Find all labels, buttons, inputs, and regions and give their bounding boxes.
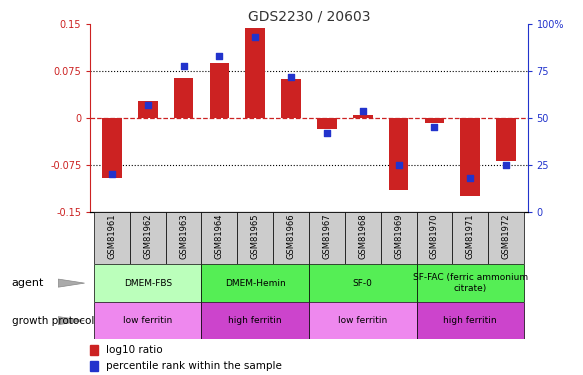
Bar (90, 345, 98, 355)
Text: GSM81967: GSM81967 (322, 213, 331, 259)
Text: low ferritin: low ferritin (338, 316, 387, 325)
Bar (281, 80, 301, 118)
FancyBboxPatch shape (416, 302, 524, 339)
Bar (90, 361, 98, 371)
Point (501, 162, 511, 168)
Text: log10 ratio: log10 ratio (106, 345, 162, 355)
FancyBboxPatch shape (94, 302, 202, 339)
FancyBboxPatch shape (202, 302, 309, 339)
Point (179, 63, 188, 69)
Text: percentile rank within the sample: percentile rank within the sample (106, 361, 282, 371)
Bar (174, 78, 194, 118)
Text: GSM81961: GSM81961 (107, 213, 117, 259)
FancyBboxPatch shape (166, 212, 202, 264)
Bar (138, 100, 157, 118)
Text: high ferritin: high ferritin (229, 316, 282, 325)
Bar (317, 118, 337, 129)
Point (394, 162, 403, 168)
Point (286, 74, 296, 80)
Point (358, 108, 367, 114)
FancyBboxPatch shape (381, 212, 416, 264)
Text: GSM81965: GSM81965 (251, 213, 260, 259)
FancyBboxPatch shape (130, 212, 166, 264)
Text: SF-0: SF-0 (353, 279, 373, 288)
FancyBboxPatch shape (94, 212, 130, 264)
Text: DMEM-FBS: DMEM-FBS (124, 279, 172, 288)
Text: GSM81968: GSM81968 (358, 213, 367, 259)
Bar (389, 118, 409, 190)
Bar (209, 63, 229, 118)
FancyBboxPatch shape (345, 212, 381, 264)
Text: GSM81969: GSM81969 (394, 213, 403, 259)
Text: SF-FAC (ferric ammonium
citrate): SF-FAC (ferric ammonium citrate) (413, 273, 528, 293)
Title: GDS2230 / 20603: GDS2230 / 20603 (248, 9, 370, 23)
FancyBboxPatch shape (416, 212, 452, 264)
FancyBboxPatch shape (94, 264, 202, 302)
Text: DMEM-Hemin: DMEM-Hemin (225, 279, 286, 288)
Text: GSM81964: GSM81964 (215, 213, 224, 259)
Point (466, 175, 475, 181)
FancyBboxPatch shape (309, 302, 416, 339)
Point (251, 34, 260, 40)
Text: agent: agent (12, 278, 44, 288)
Text: low ferritin: low ferritin (123, 316, 173, 325)
Text: high ferritin: high ferritin (444, 316, 497, 325)
Bar (496, 118, 516, 160)
Bar (424, 118, 444, 123)
Point (143, 102, 152, 108)
FancyBboxPatch shape (309, 264, 416, 302)
Bar (102, 118, 122, 177)
Point (107, 171, 117, 177)
Text: GSM81970: GSM81970 (430, 213, 439, 259)
Bar (353, 115, 373, 118)
FancyBboxPatch shape (273, 212, 309, 264)
Text: GSM81963: GSM81963 (179, 213, 188, 259)
Point (215, 53, 224, 59)
Text: GSM81966: GSM81966 (287, 213, 296, 259)
Text: GSM81971: GSM81971 (466, 213, 475, 259)
Polygon shape (58, 316, 85, 325)
FancyBboxPatch shape (202, 212, 237, 264)
Text: GSM81972: GSM81972 (501, 213, 511, 259)
Polygon shape (58, 279, 85, 287)
FancyBboxPatch shape (452, 212, 488, 264)
Text: GSM81962: GSM81962 (143, 213, 152, 259)
Text: growth protocol: growth protocol (12, 316, 94, 326)
FancyBboxPatch shape (488, 212, 524, 264)
Bar (461, 118, 480, 196)
Bar (245, 27, 265, 118)
FancyBboxPatch shape (416, 264, 524, 302)
Point (430, 124, 439, 130)
FancyBboxPatch shape (309, 212, 345, 264)
Point (322, 130, 332, 136)
FancyBboxPatch shape (237, 212, 273, 264)
FancyBboxPatch shape (202, 264, 309, 302)
